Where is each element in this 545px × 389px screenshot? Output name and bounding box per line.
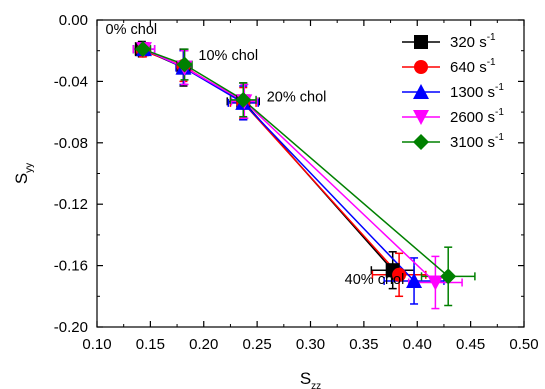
legend-label: 1300 s-1 [450,82,504,101]
series-lines-layer [141,48,449,284]
data-point [406,272,423,288]
x-tick-label: 0.35 [349,336,378,353]
y-axis-label-subscript: yy [24,163,35,173]
y-axis-label: Syy [12,163,35,184]
legend-label-main: 320 s [450,34,487,51]
data-point [427,275,444,291]
series-line [141,48,394,271]
legend-label-main: 2600 s [450,109,495,126]
data-point [440,268,457,285]
axis-ticks-layer: 0.10 0.15 0.20 0.25 0.30 0.35 0.40 0.45 0.50 0.00… [54,12,539,353]
legend-label: 640 s-1 [450,57,496,76]
y-tick-label: 0.00 [59,12,88,29]
legend-marker [413,84,429,99]
x-tick-label: 0.25 [243,336,272,353]
annotations-layer: 0% chol 10% chol 20% chol 40% chol [106,22,405,288]
annotation-label: 20% chol [267,89,327,105]
legend-marker [413,134,429,150]
series-line [143,48,436,284]
annotation-label: 40% chol [345,272,405,288]
legend-label-main: 3100 s [450,134,495,151]
legend-marker [413,110,429,125]
y-tick-label: -0.20 [54,319,88,336]
y-tick-label: -0.16 [54,258,88,275]
error-bar-layer [132,40,476,310]
x-tick-label: 0.45 [456,336,485,353]
x-tick-label: 0.10 [82,336,111,353]
legend-label: 2600 s-1 [450,107,504,126]
legend-label-superscript: -1 [495,107,504,118]
legend-label-superscript: -1 [495,132,504,143]
legend-label-superscript: -1 [495,82,504,93]
data-point [176,56,193,73]
markers-layer [134,41,457,291]
series-line [142,48,449,277]
x-tick-label: 0.30 [296,336,325,353]
legend-label-main: 1300 s [450,84,495,101]
y-axis-label-main: S [12,173,31,184]
legend-marker [414,35,428,49]
legend-marker [414,60,428,74]
x-tick-label: 0.15 [136,336,165,353]
x-tick-label: 0.50 [509,336,538,353]
x-axis-label: Szz [300,369,321,389]
y-tick-label: -0.08 [54,135,88,152]
x-axis-label-subscript: zz [311,381,321,389]
legend-label: 3100 s-1 [450,132,504,151]
x-axis-label-main: S [300,369,311,388]
legend-label-superscript: -1 [487,32,496,43]
y-tick-label: -0.12 [54,196,88,213]
legend-label: 320 s-1 [450,32,496,51]
y-tick-label: -0.04 [54,73,88,90]
data-point [235,91,252,108]
annotation-label: 10% chol [198,48,258,64]
legend-label-main: 640 s [450,59,487,76]
legend-label-superscript: -1 [487,57,496,68]
data-point [392,267,407,282]
x-tick-label: 0.40 [403,336,432,353]
annotation-label: 0% chol [106,22,158,38]
x-tick-label: 0.20 [189,336,218,353]
data-point [134,41,151,58]
